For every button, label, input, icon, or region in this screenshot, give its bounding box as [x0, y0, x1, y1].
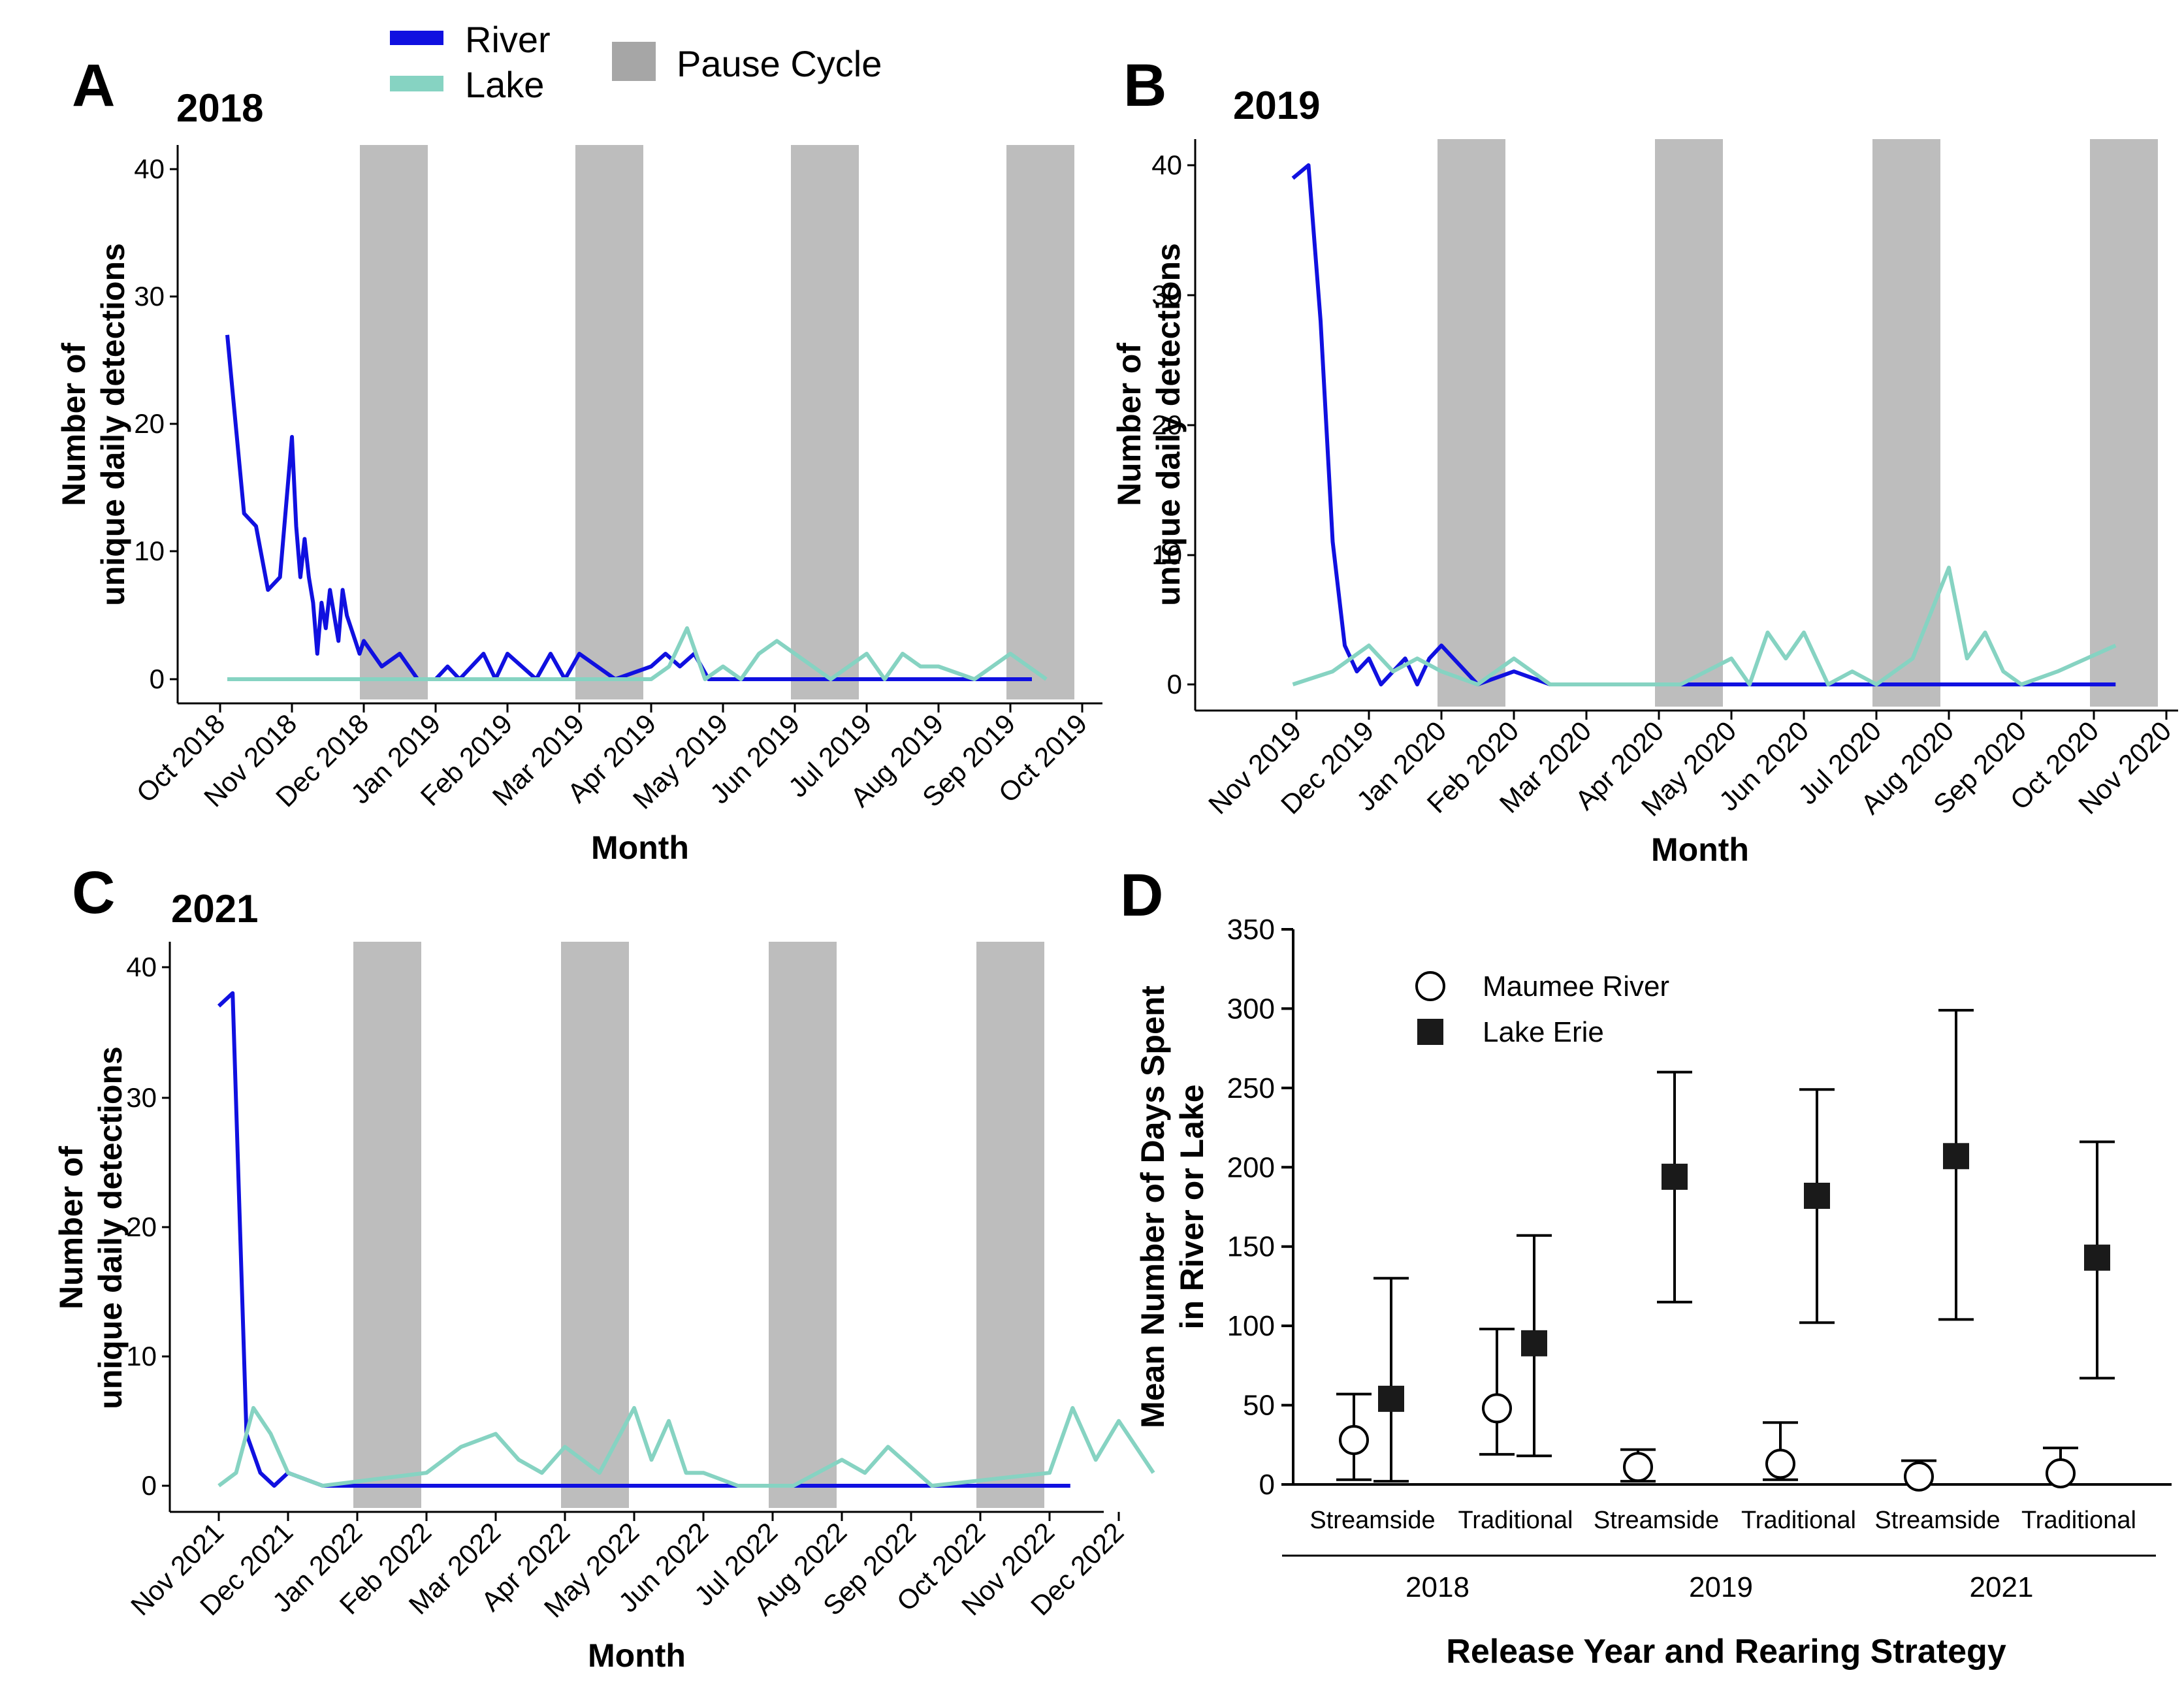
- y-tick-label: 30: [126, 1082, 157, 1113]
- x-category-label: Streamside: [1594, 1507, 1719, 1534]
- y-tick-label: 0: [150, 664, 165, 694]
- pause-cycle-band: [791, 145, 859, 699]
- pause-cycle-band: [2090, 139, 2158, 707]
- point-maumee-river: [1339, 1425, 1369, 1455]
- legend-label-lake: Lake: [465, 64, 544, 105]
- y-tick-label: 0: [142, 1470, 157, 1501]
- series-line-lake: [227, 626, 1048, 681]
- y-tick-label: 300: [1227, 993, 1275, 1025]
- y-tick-label: 20: [126, 1211, 157, 1242]
- series-line-lake: [1292, 566, 2117, 686]
- y-tick-label: 10: [126, 1341, 157, 1371]
- point-lake-erie: [1378, 1385, 1404, 1412]
- x-axis-label: Release Year and Rearing Strategy: [1446, 1633, 2006, 1671]
- point-maumee-river: [1904, 1461, 1934, 1492]
- legend-label-lake-erie: Lake Erie: [1483, 1016, 1604, 1048]
- legend-swatch-lake: [390, 76, 443, 91]
- y-tick-label: 20: [134, 408, 165, 439]
- y-tick-label: 250: [1227, 1072, 1275, 1104]
- group-label: 2021: [1970, 1571, 2034, 1603]
- point-lake-erie: [1804, 1183, 1830, 1209]
- pause-cycle-band: [561, 942, 629, 1508]
- point-maumee-river: [1765, 1449, 1795, 1479]
- series-line-river: [225, 334, 1032, 681]
- legend-label-river: River: [465, 19, 551, 60]
- series-line-lake: [217, 1405, 1155, 1488]
- legend-swatch-river: [390, 31, 443, 45]
- y-tick-label: 350: [1227, 914, 1275, 946]
- y-tick-label: 30: [134, 281, 165, 312]
- legend-swatch-pause-cycle: [612, 42, 656, 81]
- point-maumee-river: [2046, 1458, 2076, 1488]
- legend-marker-maumee-river: [1415, 971, 1445, 1001]
- y-axis-label-line1: Mean Number of Days Spent: [1134, 985, 1171, 1428]
- pause-cycle-band: [360, 145, 428, 699]
- legend-label-pause-cycle: Pause Cycle: [677, 43, 882, 84]
- point-maumee-river: [1623, 1452, 1653, 1482]
- x-category-label: Streamside: [1874, 1507, 2000, 1534]
- y-tick-label: 40: [1151, 150, 1182, 180]
- y-tick-label: 0: [1167, 669, 1182, 699]
- panel-letter: D: [1120, 862, 1163, 929]
- x-category-label: Traditional: [1741, 1507, 1856, 1534]
- y-axis-label-line1: Number of: [1111, 343, 1148, 506]
- legend-marker-lake-erie: [1417, 1019, 1443, 1045]
- x-axis-label: Month: [1651, 831, 1749, 868]
- group-label: 2019: [1689, 1571, 1753, 1603]
- x-axis-label: Month: [591, 829, 689, 866]
- legend-label-maumee-river: Maumee River: [1483, 970, 1669, 1002]
- point-lake-erie: [1943, 1143, 1969, 1170]
- pause-cycle-band: [575, 145, 643, 699]
- y-axis-label-line2: unique daily detections: [92, 1046, 129, 1409]
- pause-cycle-band: [1437, 139, 1505, 707]
- y-tick-label: 150: [1227, 1231, 1275, 1263]
- y-tick-label: 40: [134, 153, 165, 184]
- y-tick-label: 100: [1227, 1310, 1275, 1342]
- panel-letter: A: [72, 52, 115, 119]
- pause-cycle-band: [1872, 139, 1940, 707]
- panel-title: 2018: [176, 86, 263, 130]
- pause-cycle-band: [1006, 145, 1074, 699]
- x-axis-label: Month: [588, 1637, 686, 1674]
- series-line-river: [217, 991, 1070, 1488]
- pause-cycle-band: [769, 942, 837, 1508]
- panel-letter: B: [1123, 52, 1166, 119]
- y-tick-label: 40: [126, 952, 157, 982]
- y-axis-label-line2: unique daily detections: [1150, 243, 1187, 606]
- y-tick-label: 50: [1243, 1390, 1275, 1422]
- group-label: 2018: [1405, 1571, 1469, 1603]
- panel-d: D 0 50 100 150 200 250 300 350 Streamside Traditio…: [1120, 862, 2172, 1671]
- panel-letter: C: [72, 859, 115, 926]
- y-axis-label-line1: Number of: [56, 343, 92, 506]
- y-tick-label: 200: [1227, 1151, 1275, 1183]
- pause-cycle-band: [1655, 139, 1723, 707]
- y-tick-label: 10: [1151, 539, 1182, 570]
- point-maumee-river: [1482, 1393, 1512, 1424]
- y-tick-label: 0: [1259, 1469, 1275, 1501]
- y-tick-label: 20: [1151, 409, 1182, 440]
- point-lake-erie: [1521, 1330, 1547, 1356]
- x-category-label: Streamside: [1309, 1507, 1435, 1534]
- y-axis-label-line2: in River or Lake: [1174, 1084, 1210, 1329]
- panel-title: 2019: [1233, 84, 1320, 127]
- pause-cycle-band: [353, 942, 421, 1508]
- x-category-label: Traditional: [1458, 1507, 1573, 1534]
- point-lake-erie: [2084, 1244, 2110, 1271]
- point-lake-erie: [1662, 1163, 1688, 1190]
- panel-title: 2021: [171, 887, 258, 931]
- y-axis-label-line2: unique daily detections: [95, 243, 131, 606]
- x-category-label: Traditional: [2021, 1507, 2136, 1534]
- y-axis-label-line1: Number of: [53, 1146, 89, 1309]
- y-tick-label: 10: [134, 536, 165, 566]
- pause-cycle-band: [976, 942, 1044, 1508]
- y-tick-label: 30: [1151, 280, 1182, 310]
